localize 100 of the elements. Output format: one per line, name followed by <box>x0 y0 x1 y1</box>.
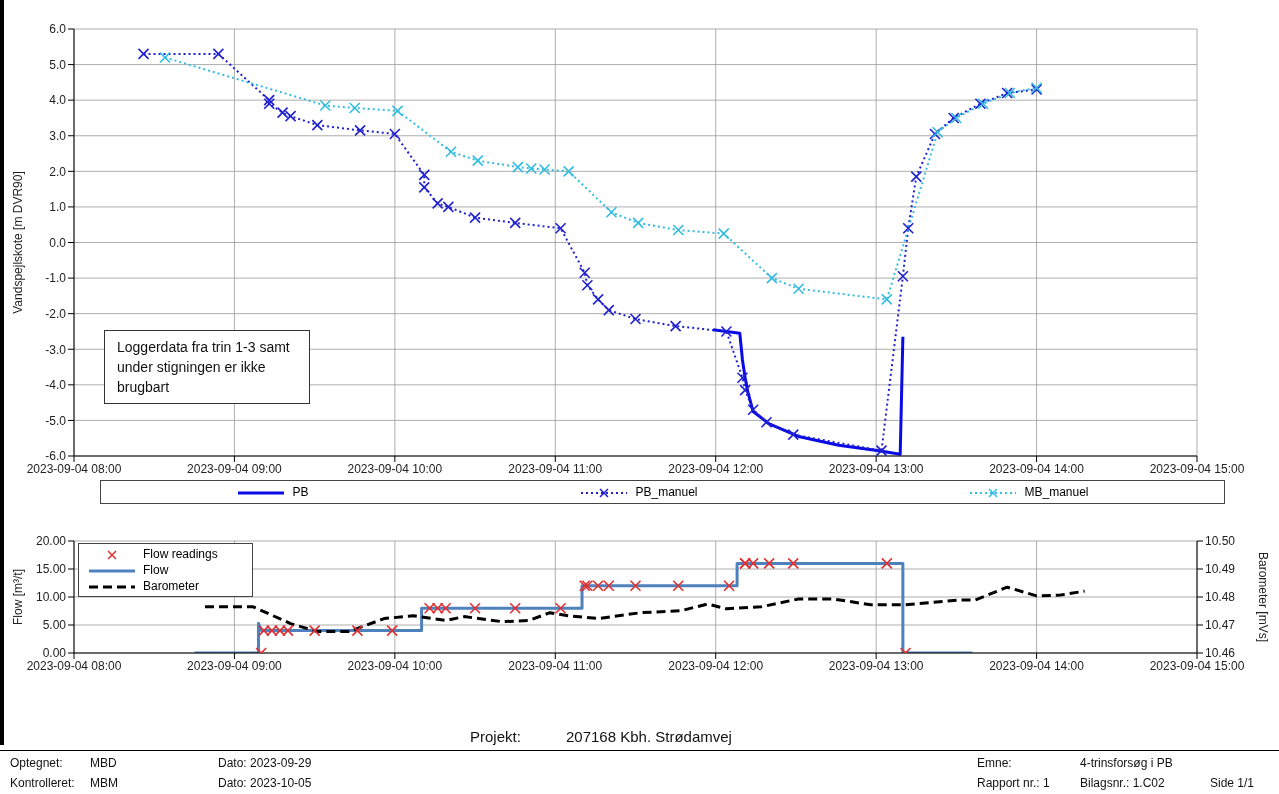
text: Rapport nr.: 1 <box>977 776 1050 790</box>
point <box>418 169 431 181</box>
point <box>509 217 521 229</box>
x-tick-label: 2023-09-04 14:00 <box>989 461 1085 476</box>
x-tick-label: 2023-09-04 11:00 <box>508 461 603 476</box>
legend-label: MB_manuel <box>1023 484 1089 500</box>
y2-tick-label: 10.48 <box>1205 590 1236 605</box>
text: 4-trinsforsøg i PB <box>1080 756 1173 770</box>
point <box>212 48 225 60</box>
point <box>311 119 324 131</box>
y-tick-label: 6.0 <box>49 22 67 37</box>
point <box>445 145 457 158</box>
point <box>720 325 733 338</box>
point <box>159 51 171 64</box>
point <box>442 201 455 213</box>
point <box>581 279 594 291</box>
point <box>284 110 297 122</box>
x-tick-label: 2023-09-04 15:00 <box>1149 461 1245 476</box>
y-tick-label: 1.0 <box>49 200 67 215</box>
point <box>747 403 759 416</box>
annotation: Loggerdata fra trin 1-3 samt under stigningen er ikke brugbart <box>104 330 310 404</box>
y-tick-label: -6.0 <box>45 449 67 464</box>
point <box>672 224 685 236</box>
y-tick-label: -5.0 <box>45 413 67 428</box>
x-tick-label: 2023-09-04 10:00 <box>347 461 443 476</box>
text: MBM <box>90 776 118 790</box>
y-tick-label: 4.0 <box>49 93 67 108</box>
text: Emne: <box>977 756 1012 770</box>
y-tick-label: -2.0 <box>45 306 67 321</box>
point <box>554 222 567 235</box>
x-tick-label: 2023-09-04 14:00 <box>989 658 1085 673</box>
point <box>881 557 893 570</box>
text: Dato: 2023-09-29 <box>218 756 312 770</box>
text: Projekt: <box>470 728 521 745</box>
point <box>418 181 431 194</box>
legend-label: PB <box>291 484 309 500</box>
point <box>137 48 150 60</box>
y-tick-label: 5.00 <box>42 618 67 633</box>
x-tick-label: 2023-09-04 15:00 <box>1149 658 1245 673</box>
text: Optegnet: <box>10 756 63 770</box>
x-tick-label: 2023-09-04 13:00 <box>828 658 924 673</box>
point <box>902 222 915 235</box>
point <box>512 161 524 173</box>
point <box>875 444 888 456</box>
x-tick-label: 2023-09-04 09:00 <box>187 658 283 673</box>
legend-label: PB_manuel <box>634 484 698 500</box>
y-tick-label: -3.0 <box>45 342 67 357</box>
y-tick-label: 2.0 <box>49 164 67 179</box>
point <box>578 266 591 279</box>
point <box>389 128 401 140</box>
y-tick-label: 10.00 <box>35 590 67 605</box>
x-tick-label: 2023-09-04 09:00 <box>187 461 283 476</box>
legend-label: Flow <box>142 562 170 578</box>
y-tick-label: 15.00 <box>35 562 67 577</box>
y-axis-title: Flow [m³/t] <box>11 569 26 625</box>
point <box>787 557 800 570</box>
point <box>881 293 893 306</box>
y2-tick-label: 10.49 <box>1205 562 1236 577</box>
point <box>319 99 332 112</box>
x-tick-label: 2023-09-04 10:00 <box>347 658 443 673</box>
y-tick-label: 5.0 <box>49 57 67 72</box>
point <box>354 124 366 137</box>
y-tick-label: -4.0 <box>45 378 67 393</box>
point <box>562 165 575 178</box>
point <box>276 106 289 119</box>
point <box>632 217 644 229</box>
y-axis-title: Vandspejlskote [m DVR90] <box>11 171 26 314</box>
text: Dato: 2023-10-05 <box>218 776 312 790</box>
line-series <box>203 585 1087 633</box>
point <box>787 428 800 441</box>
point <box>629 313 642 325</box>
point <box>897 270 909 283</box>
point <box>723 580 735 592</box>
x-tick-label: 2023-09-04 08:00 <box>26 461 122 476</box>
y-tick-label: 0.0 <box>49 235 67 250</box>
point <box>391 105 404 117</box>
point <box>351 624 364 637</box>
point <box>469 211 481 224</box>
text: 207168 Kbh. Strødamvej <box>566 728 732 745</box>
point <box>736 371 749 384</box>
point <box>602 304 615 316</box>
point <box>592 293 604 306</box>
point <box>760 416 773 428</box>
point <box>766 272 778 284</box>
point <box>672 580 685 592</box>
point <box>348 102 361 114</box>
point <box>263 94 275 106</box>
point <box>605 206 618 219</box>
point <box>471 154 484 167</box>
point <box>910 170 923 183</box>
legend-label: Flow readings <box>142 546 219 562</box>
text: Kontrolleret: <box>10 776 75 790</box>
point <box>792 282 805 295</box>
point <box>629 580 642 592</box>
legend-label: Barometer <box>142 578 201 594</box>
y2-tick-label: 10.47 <box>1205 618 1236 633</box>
x-tick-label: 2023-09-04 08:00 <box>26 658 122 673</box>
point <box>717 227 730 240</box>
point <box>763 557 775 570</box>
y-tick-label: 0.00 <box>42 646 67 661</box>
